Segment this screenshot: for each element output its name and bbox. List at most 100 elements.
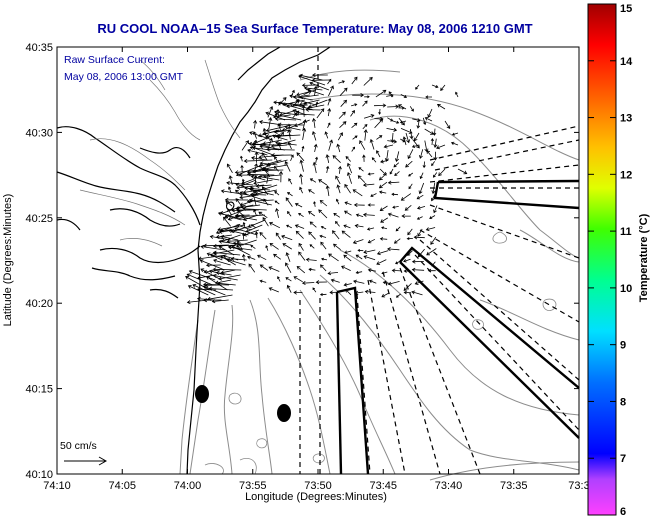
current-vector	[336, 184, 341, 194]
current-vector	[251, 142, 279, 147]
current-vector	[391, 192, 399, 196]
current-vector	[296, 89, 317, 97]
current-vector	[309, 221, 317, 228]
current-vector	[315, 280, 327, 285]
current-vector	[236, 209, 245, 217]
station-marker	[277, 404, 291, 422]
current-vector	[309, 178, 317, 183]
current-vector	[305, 107, 321, 112]
current-vector	[346, 172, 352, 184]
current-vector	[291, 89, 295, 97]
current-vector	[200, 244, 226, 251]
current-vector	[224, 214, 242, 221]
coastline-shading	[79, 59, 241, 247]
current-vector	[400, 93, 408, 98]
current-vector	[430, 236, 437, 245]
current-vector	[252, 131, 257, 139]
current-vector	[328, 85, 334, 97]
current-vector	[404, 204, 412, 211]
current-vector	[284, 125, 301, 131]
current-vector	[376, 135, 383, 140]
current-vector	[380, 217, 389, 223]
current-vector	[259, 264, 269, 271]
current-vector	[344, 250, 352, 254]
current-vector	[367, 172, 375, 176]
current-vector	[400, 138, 406, 143]
current-vector	[255, 183, 272, 189]
current-vector	[277, 123, 281, 131]
current-vector	[248, 263, 256, 273]
current-vector	[343, 254, 352, 262]
current-vector	[308, 267, 316, 272]
current-vector	[274, 116, 297, 122]
current-vector	[355, 270, 363, 274]
current-vector	[379, 237, 388, 241]
current-vector	[220, 228, 243, 233]
current-vector	[343, 282, 352, 287]
current-vector	[378, 108, 382, 115]
current-vector	[412, 139, 420, 149]
current-vector	[319, 264, 327, 272]
current-vector	[274, 165, 279, 172]
current-vector	[296, 266, 306, 274]
current-vector	[399, 120, 407, 124]
current-vector	[416, 120, 421, 129]
current-vector	[254, 151, 259, 163]
current-vector	[429, 215, 436, 219]
current-vector	[366, 227, 375, 231]
current-vector	[291, 110, 300, 119]
current-vector	[325, 185, 330, 197]
current-vector	[293, 112, 315, 117]
current-vector	[387, 180, 400, 185]
bathymetry-contours	[179, 69, 580, 481]
current-vector	[319, 200, 328, 207]
current-vector	[253, 119, 258, 129]
current-vector	[343, 210, 352, 216]
current-vector	[266, 173, 271, 184]
current-vector	[274, 200, 280, 205]
current-vector	[371, 157, 377, 163]
current-vector	[232, 241, 252, 246]
current-vector	[402, 136, 407, 146]
current-vector	[353, 202, 365, 208]
current-vector	[413, 132, 420, 142]
x-axis-ticks: 74:10 74:05 74:00 73:55 73:50 73:45 73:40 73:35…	[43, 47, 590, 492]
y-tick-label: 40:35	[25, 42, 53, 54]
current-vector	[254, 231, 259, 239]
current-vector	[311, 73, 328, 78]
current-vector	[376, 259, 387, 265]
current-vector	[250, 174, 266, 181]
current-vector	[213, 258, 231, 266]
current-vector	[416, 205, 426, 210]
current-vector	[241, 140, 249, 151]
current-vector	[259, 231, 267, 240]
current-vector	[241, 178, 245, 185]
current-vector	[433, 151, 438, 161]
current-vector	[257, 174, 280, 181]
current-vector	[223, 216, 232, 227]
current-vector	[267, 137, 273, 150]
x-tick-label: 74:05	[108, 480, 136, 492]
bathymetry-detail	[204, 231, 557, 475]
current-vector	[364, 95, 370, 99]
current-vector	[431, 161, 436, 167]
current-vector	[426, 150, 433, 158]
x-tick-label: 73:35	[500, 480, 528, 492]
colorbar-tick-label: 14	[620, 56, 633, 68]
current-vector	[363, 76, 373, 86]
current-vector	[211, 299, 229, 304]
x-tick-label: 74:00	[174, 480, 202, 492]
current-vector	[405, 132, 411, 144]
current-vector	[285, 277, 292, 282]
current-vector	[333, 243, 341, 251]
current-vector	[226, 258, 246, 266]
colorbar-tick-label: 15	[620, 3, 632, 15]
current-vector	[457, 168, 468, 175]
current-vector	[325, 154, 330, 163]
current-vector	[267, 106, 274, 118]
current-vector	[188, 269, 216, 281]
current-vector	[427, 108, 433, 118]
current-vector	[277, 276, 281, 282]
colorbar-tick-label: 8	[620, 396, 626, 408]
